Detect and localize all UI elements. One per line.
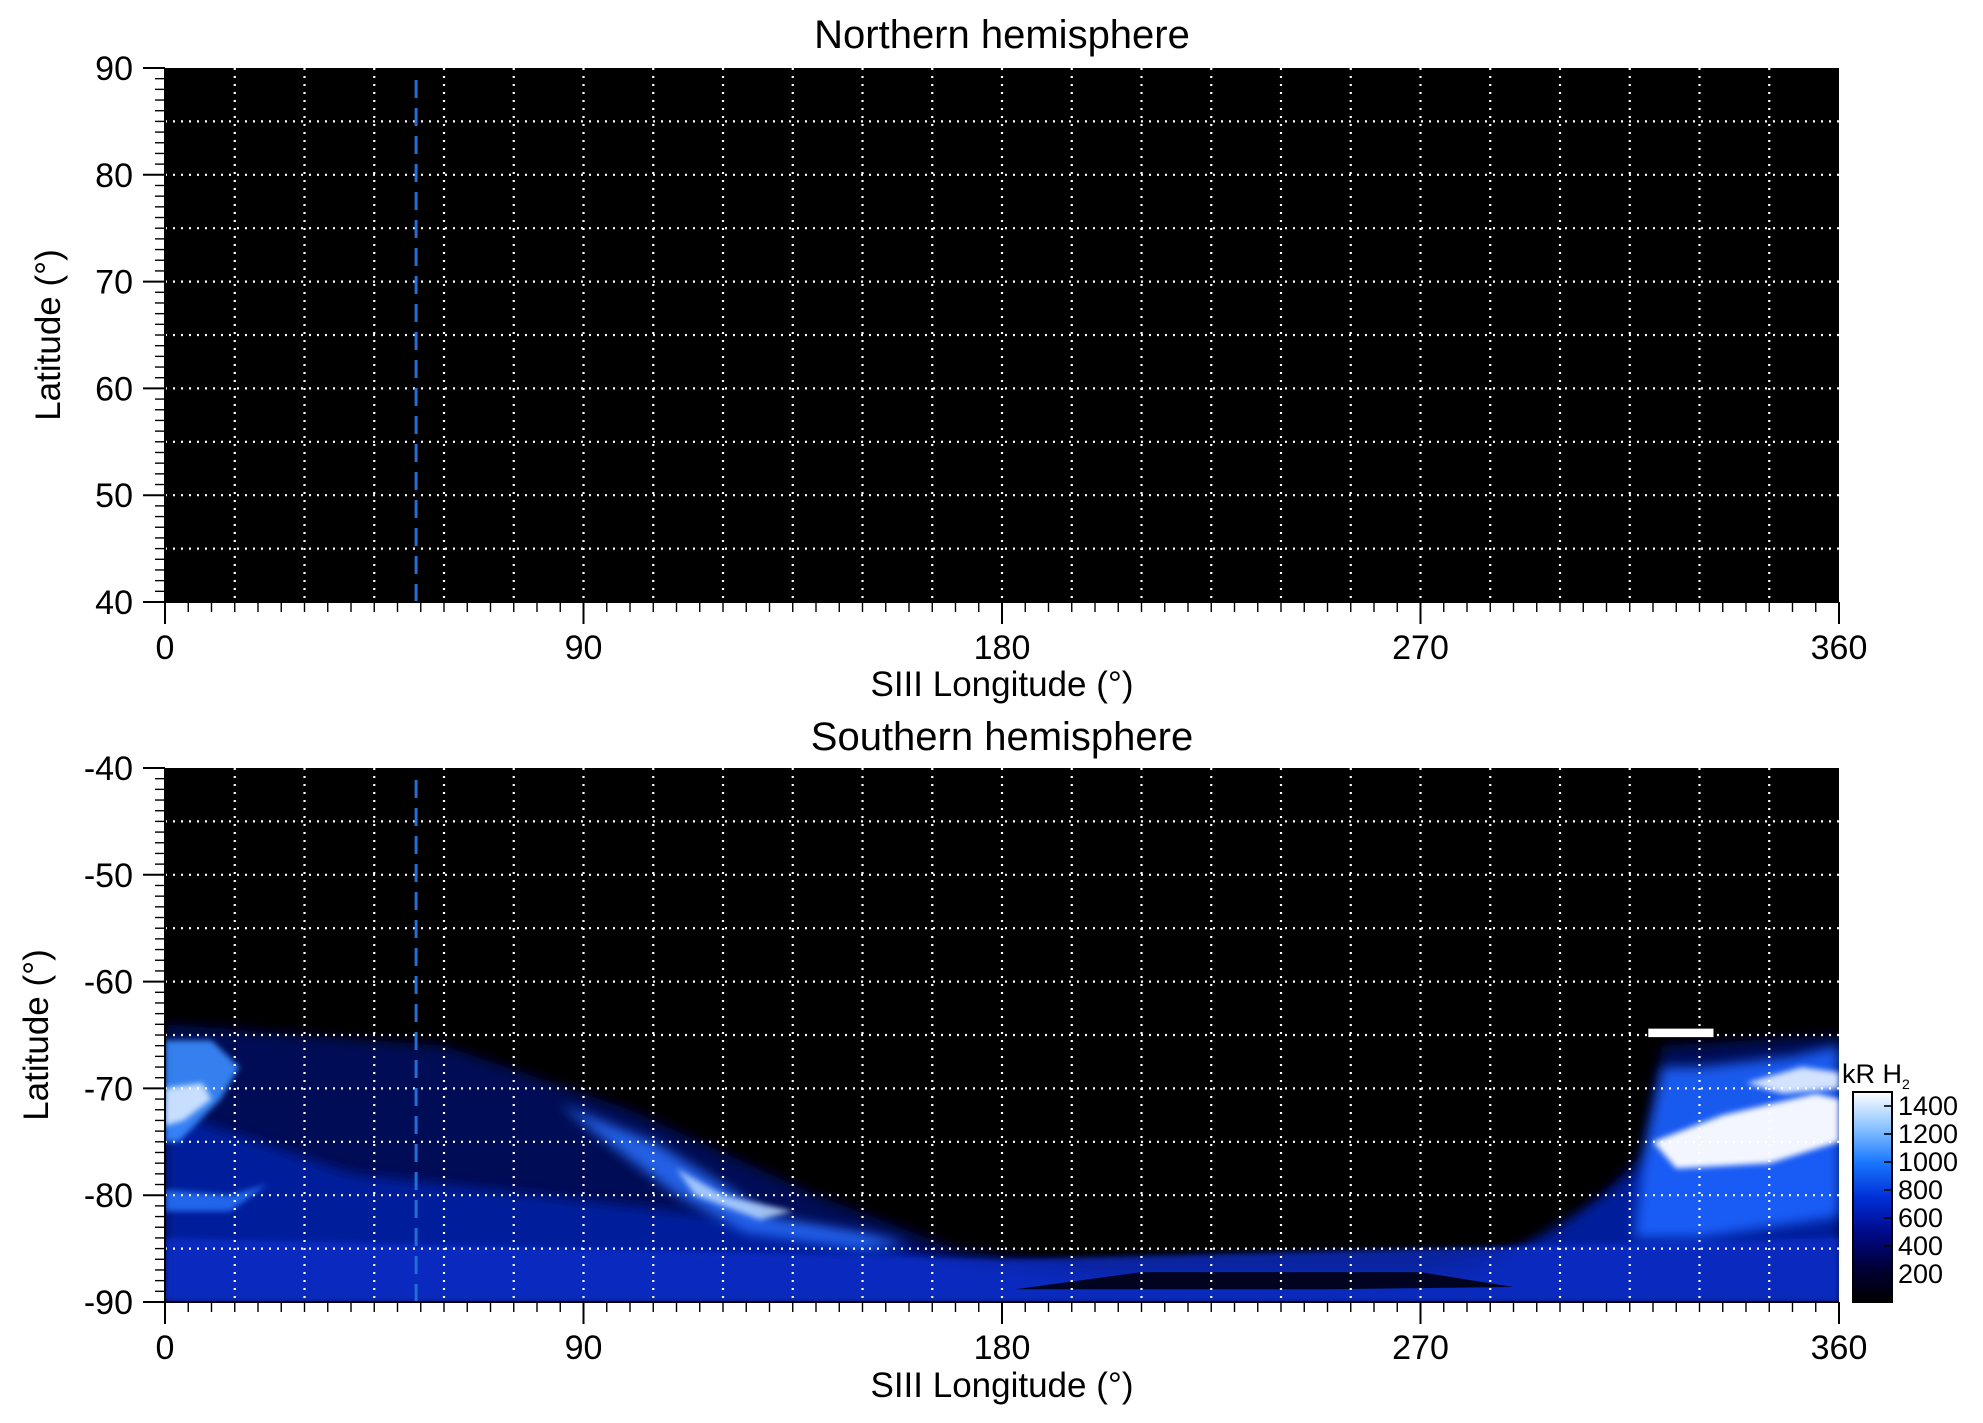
colorbar-tick-label: 1000 <box>1898 1147 1958 1177</box>
north-y-tick-label: 40 <box>95 584 133 622</box>
south-axes: 0 90 180 270 360 -40 -50 -60 -70 -80 -90 <box>84 750 1868 1367</box>
north-y-tick-label: 70 <box>95 264 133 302</box>
north-grid <box>165 68 1839 602</box>
south-title: Southern hemisphere <box>811 715 1193 759</box>
south-emission-right-top <box>1746 1067 1839 1094</box>
south-emission-left-low <box>165 1184 268 1212</box>
south-y-tick-label: -70 <box>84 1070 133 1108</box>
south-y-tick-label: -60 <box>84 964 133 1002</box>
south-emission-arc <box>560 1104 909 1249</box>
north-x-tick-label: 0 <box>156 629 175 667</box>
north-panel: Northern hemisphere 0 90 180 270 360 40 50 60 70… <box>29 13 1867 704</box>
colorbar-tick-label: 200 <box>1898 1259 1943 1289</box>
colorbar-tick-label: 600 <box>1898 1203 1943 1233</box>
south-emission-spot <box>1648 1028 1714 1038</box>
north-xlabel: SIII Longitude (°) <box>870 665 1133 704</box>
south-x-tick-label: 270 <box>1392 1329 1449 1367</box>
south-x-tick-label: 0 <box>156 1329 175 1367</box>
north-x-tick-label: 270 <box>1392 629 1449 667</box>
north-x-tick-label: 180 <box>974 629 1031 667</box>
north-x-tick-label: 360 <box>1811 629 1868 667</box>
colorbar-tick-label: 1400 <box>1898 1091 1958 1121</box>
south-emission-arc-core <box>676 1168 793 1220</box>
south-x-tick-label: 90 <box>565 1329 603 1367</box>
colorbar-label-text: kR H <box>1842 1059 1902 1089</box>
colorbar-tick-label: 800 <box>1898 1175 1943 1205</box>
colorbar-label-subscript: 2 <box>1902 1076 1910 1092</box>
south-panel: Southern hemisphere 0 90 180 270 360 -40 -50 -6… <box>17 715 1867 1405</box>
south-x-tick-label: 360 <box>1811 1329 1868 1367</box>
south-ylabel: Latitude (°) <box>17 949 56 1121</box>
north-title: Northern hemisphere <box>814 13 1190 57</box>
south-emission-right-core <box>1653 1093 1839 1169</box>
south-x-tick-label: 180 <box>974 1329 1031 1367</box>
south-y-tick-label: -50 <box>84 857 133 895</box>
colorbar-label: kR H2 <box>1842 1059 1910 1092</box>
south-y-tick-label: -90 <box>84 1284 133 1322</box>
north-y-tick-label: 80 <box>95 157 133 195</box>
south-y-tick-label: -80 <box>84 1177 133 1215</box>
south-y-tick-label: -40 <box>84 750 133 788</box>
south-emission-left-core <box>165 1083 212 1126</box>
colorbar-tick-label: 400 <box>1898 1231 1943 1261</box>
north-y-tick-label: 90 <box>95 50 133 88</box>
colorbar-tick-label: 1200 <box>1898 1119 1958 1149</box>
north-x-tick-label: 90 <box>565 629 603 667</box>
colorbar-gradient <box>1852 1091 1893 1303</box>
north-ylabel: Latitude (°) <box>29 249 68 421</box>
north-y-tick-label: 60 <box>95 370 133 408</box>
south-xlabel: SIII Longitude (°) <box>870 1366 1133 1405</box>
north-y-tick-label: 50 <box>95 477 133 515</box>
south-grid <box>165 768 1839 1302</box>
north-axes: 0 90 180 270 360 40 50 60 70 80 90 <box>95 50 1867 667</box>
south-emission-cap <box>1015 1272 1514 1290</box>
